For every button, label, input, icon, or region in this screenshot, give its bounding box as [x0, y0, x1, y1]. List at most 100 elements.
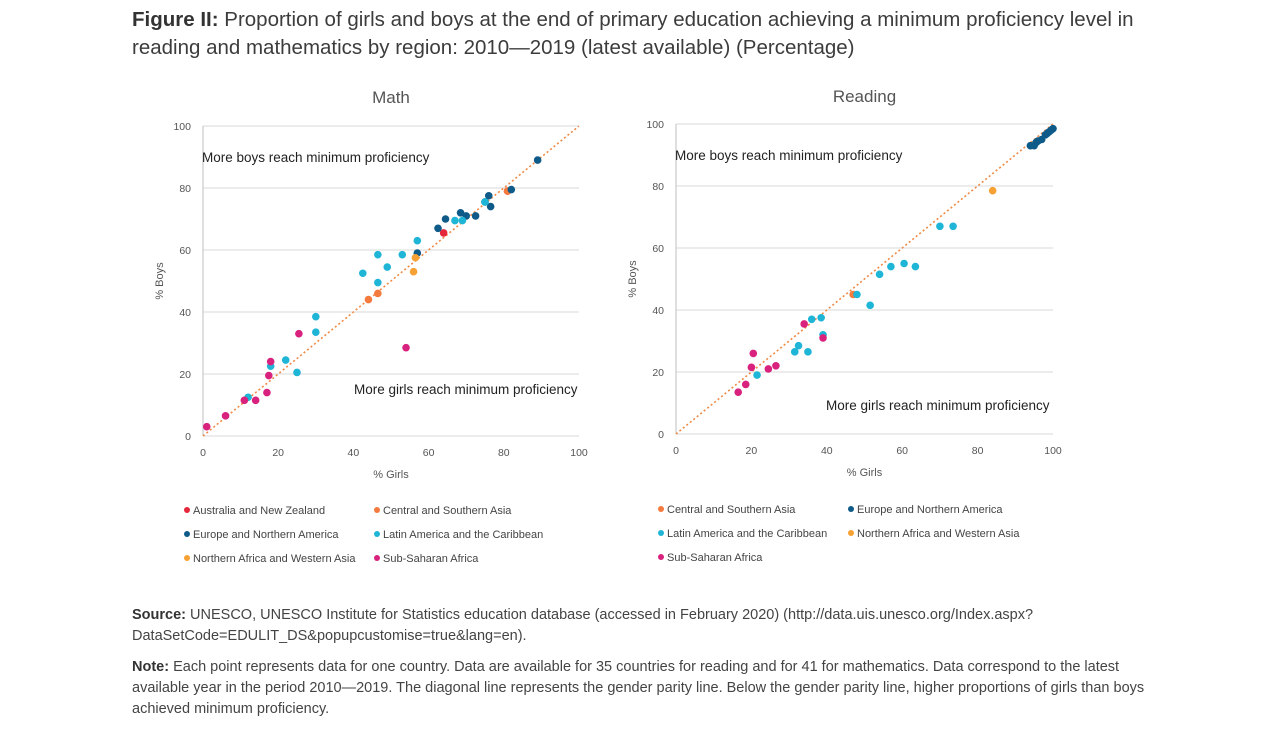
- chart1-xtick-label: 60: [896, 445, 908, 457]
- chart1-legend-marker: [848, 506, 854, 512]
- chart1-point: [753, 371, 761, 379]
- chart1-legend-marker: [658, 554, 664, 560]
- chart0-point: [481, 198, 489, 206]
- chart0-point: [374, 289, 382, 298]
- chart0-point: [202, 422, 211, 431]
- chart0-ytick-label: 0: [185, 431, 191, 443]
- chart0-point: [471, 212, 480, 220]
- chart1-point: [949, 222, 957, 231]
- chart0-legend-label: Sub-Saharan Africa: [383, 553, 479, 565]
- chart1-point: [936, 222, 944, 231]
- chart0-point: [240, 396, 249, 405]
- chart1-ytick-label: 80: [652, 181, 664, 193]
- chart1-ytick-label: 40: [652, 305, 664, 317]
- chart0-point: [439, 229, 448, 237]
- chart0-point: [364, 295, 373, 304]
- chart1-legend-label: Northern Africa and Western Asia: [857, 528, 1020, 540]
- chart1-annotation-boys: More boys reach minimum proficiency: [675, 148, 903, 163]
- figure-title-label: Figure II:: [132, 8, 219, 31]
- chart0-ytick-label: 80: [179, 183, 191, 195]
- chart0-annotation-boys: More boys reach minimum proficiency: [202, 150, 430, 165]
- chart0-point: [312, 312, 320, 321]
- chart1-point: [887, 262, 895, 271]
- chart0-parity-line: [202, 125, 580, 437]
- chart1-legend-label: Sub-Saharan Africa: [667, 552, 763, 564]
- chart0-point: [295, 329, 303, 338]
- figure-title-text: Proportion of girls and boys at the end …: [132, 8, 1134, 59]
- chart0-annotation-girls: More girls reach minimum proficiency: [354, 382, 578, 397]
- chart0-legend-label: Australia and New Zealand: [193, 505, 325, 517]
- chart1-xtick-label: 20: [746, 445, 758, 457]
- chart1-point: [911, 262, 920, 271]
- chart0-legend-label: Northern Africa and Western Asia: [193, 553, 356, 565]
- chart0-point: [398, 250, 407, 259]
- chart1-point: [804, 348, 812, 356]
- chart0-legend-marker: [374, 507, 380, 513]
- chart1-annotation-girls: More girls reach minimum proficiency: [826, 398, 1050, 413]
- chart0-xtick-label: 40: [348, 447, 360, 459]
- chart1-x-axis-label: % Girls: [847, 467, 883, 479]
- chart0-point: [486, 202, 495, 211]
- chart0-point: [374, 278, 382, 287]
- chart1-point: [741, 380, 750, 389]
- chart1-point: [1049, 124, 1057, 133]
- data-note: Note: Each point represents data for one…: [132, 657, 1172, 720]
- chart0-point: [266, 357, 275, 366]
- chart0-legend-marker: [184, 507, 190, 513]
- chart1-ytick-label: 20: [652, 367, 664, 379]
- chart1-point: [800, 320, 808, 328]
- chart0-legend-label: Latin America and the Caribbean: [383, 529, 543, 541]
- chart1-xtick-label: 100: [1044, 445, 1062, 457]
- chart1-ytick-label: 60: [652, 243, 664, 255]
- source-text: UNESCO, UNESCO Institute for Statistics …: [132, 607, 1034, 644]
- chart1-point: [819, 334, 827, 342]
- chart1-legend-label: Latin America and the Caribbean: [667, 528, 827, 540]
- chart1-legend-label: Europe and Northern America: [857, 504, 1003, 516]
- chart0-legend-marker: [374, 531, 380, 537]
- chart0-title: Math: [372, 88, 410, 107]
- chart0-legend-label: Central and Southern Asia: [383, 505, 512, 517]
- chart1-point: [772, 362, 780, 370]
- chart0-point: [312, 328, 320, 336]
- chart1-point: [764, 365, 773, 373]
- chart1-point: [790, 348, 799, 356]
- chart1-point: [988, 186, 997, 195]
- chart0-point: [413, 236, 422, 245]
- chart0-point: [265, 371, 273, 380]
- source-label: Source:: [132, 607, 186, 623]
- chart1-legend-marker: [658, 530, 664, 536]
- chart0-xtick-label: 20: [272, 447, 284, 459]
- chart1-point: [747, 363, 756, 372]
- chart0-point: [441, 215, 450, 223]
- chart0-point: [411, 253, 420, 262]
- chart1-legend-marker: [848, 530, 854, 536]
- chart1-point: [817, 313, 825, 322]
- chart0-point: [458, 216, 467, 225]
- chart0-ytick-label: 20: [179, 369, 191, 381]
- chart0-point: [293, 368, 301, 377]
- chart1-point: [866, 301, 874, 310]
- chart0-point: [484, 191, 493, 200]
- chart0-point: [221, 412, 230, 420]
- chart0-point: [251, 396, 260, 405]
- chart0-legend-marker: [184, 555, 190, 561]
- chart0-point: [263, 388, 271, 397]
- chart0-ytick-label: 100: [173, 121, 191, 133]
- chart0-point: [374, 250, 382, 259]
- reading-chart: Reading 0 20 40 60 80 100 0 20 40 60 80 100 % Girls % …: [627, 87, 1062, 564]
- chart1-parity-line: [675, 123, 1054, 435]
- chart1-title: Reading: [833, 87, 896, 106]
- chart0-legend-label: Europe and Northern America: [193, 529, 339, 541]
- chart0-ytick-label: 60: [179, 245, 191, 257]
- chart0-point: [456, 209, 465, 217]
- chart1-xtick-label: 40: [821, 445, 833, 457]
- chart0-point: [507, 185, 516, 194]
- note-label: Note:: [132, 659, 170, 675]
- chart1-point: [900, 259, 908, 268]
- math-chart: Math 0 20 40 60 80 100 0 20 40 60 80 100 % Girls % Boy…: [154, 88, 588, 565]
- source-note: Source: UNESCO, UNESCO Institute for Sta…: [132, 605, 1172, 647]
- chart0-point: [359, 269, 367, 278]
- figure-title: Figure II: Proportion of girls and boys …: [132, 6, 1192, 62]
- chart0-xtick-label: 60: [423, 447, 435, 459]
- chart0-y-axis-label: % Boys: [154, 262, 166, 300]
